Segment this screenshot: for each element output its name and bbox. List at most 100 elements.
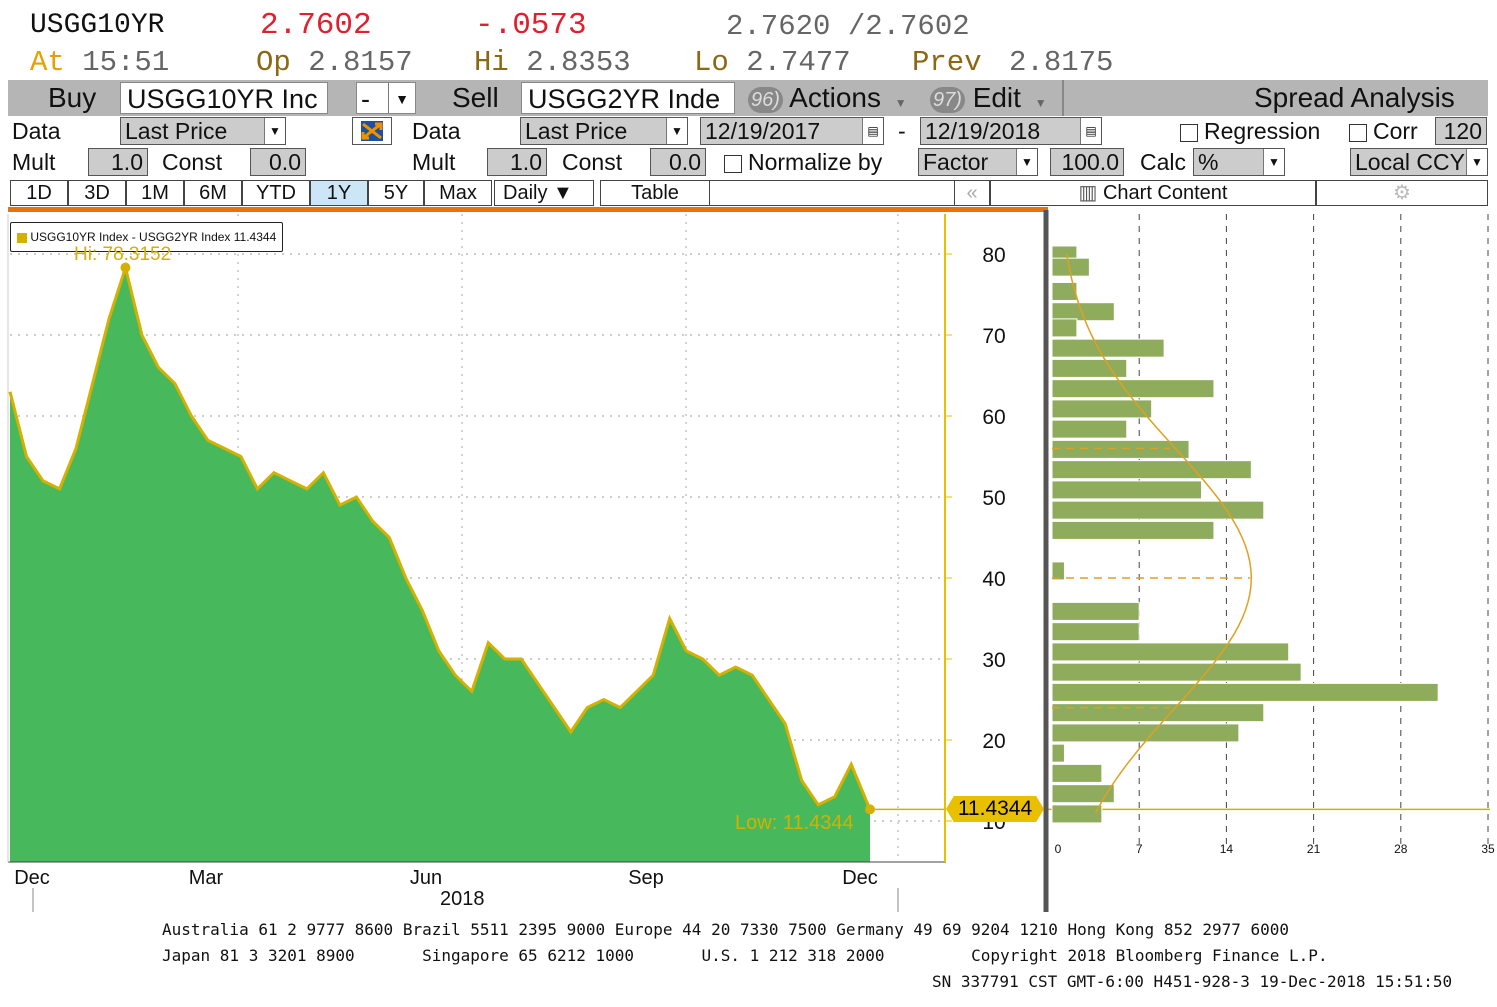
- quote-time: 15:51: [82, 46, 170, 79]
- low-value: 2.7477: [746, 46, 851, 79]
- regression-checkbox[interactable]: Regression: [1180, 117, 1320, 145]
- data1-select[interactable]: Last Price ▼: [120, 117, 286, 145]
- hist-x-tick-label: 28: [1394, 842, 1408, 856]
- corr-window-field[interactable]: 120: [1435, 117, 1487, 145]
- chevron-down-icon: ▼: [1034, 96, 1047, 110]
- actions-menu[interactable]: 96) Actions ▼: [748, 80, 907, 116]
- tab-5y[interactable]: 5Y: [368, 180, 424, 206]
- chevron-down-icon: ▼: [1466, 149, 1487, 175]
- buy-label: Buy: [48, 82, 97, 113]
- currency-select[interactable]: Local CCY ▼: [1350, 148, 1488, 176]
- mult-label-1: Mult: [12, 149, 56, 175]
- const-label-2: Const: [562, 149, 623, 175]
- mult2-field[interactable]: 1.0: [487, 148, 547, 176]
- const2-field[interactable]: 0.0: [650, 148, 706, 176]
- regression-label: Regression: [1204, 118, 1321, 144]
- sell-label: Sell: [452, 82, 499, 113]
- histogram-bar: [1051, 622, 1140, 642]
- chevron-down-icon: ▼: [264, 118, 285, 144]
- x-tick-label: Sep: [628, 867, 664, 889]
- hist-x-tick-label: 7: [1136, 842, 1143, 856]
- y-tick-label: 50: [982, 487, 1005, 510]
- histogram-bar: [1051, 561, 1065, 581]
- calendar-icon[interactable]: ▤: [862, 118, 883, 144]
- open-value: 2.8157: [308, 46, 413, 79]
- swap-icon[interactable]: [352, 117, 392, 145]
- normalize-label: Normalize by: [748, 149, 883, 175]
- edit-number: 97): [930, 86, 965, 113]
- operator-select[interactable]: - ▼: [356, 82, 416, 114]
- y-tick-label: 40: [982, 568, 1005, 591]
- histogram-bar: [1051, 302, 1115, 322]
- hist-x-tick-label: 35: [1481, 842, 1495, 856]
- checkbox-icon: [724, 154, 742, 173]
- y-tick-label: 30: [982, 649, 1005, 672]
- periodicity-select[interactable]: Daily ▼: [494, 180, 594, 206]
- tab-ytd[interactable]: YTD: [242, 180, 310, 206]
- gear-icon[interactable]: ⚙: [1316, 180, 1488, 206]
- histogram-bar: [1051, 318, 1078, 338]
- mult1-field[interactable]: 1.0: [88, 148, 148, 176]
- chart-top-separator: [8, 207, 1048, 212]
- histogram-bar: [1051, 500, 1265, 520]
- prev-label: Prev: [912, 46, 982, 79]
- histogram-bar: [1051, 743, 1065, 763]
- bar-chart-icon: ▥: [1078, 182, 1098, 204]
- normalize-checkbox[interactable]: Normalize by: [724, 148, 882, 176]
- factor-amount-field[interactable]: 100.0: [1050, 148, 1124, 176]
- year-label: 2018: [440, 888, 485, 910]
- y-tick-label: 60: [982, 406, 1005, 429]
- double-chevron-left-icon[interactable]: «: [954, 180, 990, 206]
- end-date: 12/19/2018: [925, 118, 1041, 144]
- const1-field[interactable]: 0.0: [250, 148, 306, 176]
- tab-6m[interactable]: 6M: [184, 180, 242, 206]
- calendar-icon[interactable]: ▤: [1080, 118, 1101, 144]
- high-value: 2.8353: [526, 46, 631, 79]
- factor-select[interactable]: Factor ▼: [918, 148, 1038, 176]
- y-tick-label: 70: [982, 325, 1005, 348]
- x-tick-label: Dec: [842, 867, 878, 889]
- corr-label: Corr: [1373, 118, 1418, 144]
- edit-menu[interactable]: 97) Edit ▼: [930, 80, 1047, 116]
- table-button[interactable]: Table: [600, 180, 710, 206]
- tab-3d[interactable]: 3D: [68, 180, 126, 206]
- histogram-bar: [1051, 682, 1439, 702]
- histogram-bar: [1051, 281, 1078, 301]
- y-tick-label: 20: [982, 730, 1005, 753]
- buy-security-field[interactable]: USGG10YR Inc: [120, 82, 328, 114]
- end-date-field[interactable]: 12/19/2018 ▤: [920, 117, 1102, 145]
- data2-value: Last Price: [525, 118, 628, 144]
- tab-1m[interactable]: 1M: [126, 180, 184, 206]
- sell-security-field[interactable]: USGG2YR Inde: [521, 82, 735, 114]
- calc-select[interactable]: % ▼: [1193, 148, 1285, 176]
- bid-ask: 2.7620 /2.7602: [726, 10, 970, 43]
- footer-session: SN 337791 CST GMT-6:00 H451-928-3 19-Dec…: [932, 972, 1453, 991]
- hist-x-tick-label: 21: [1307, 842, 1321, 856]
- histogram-bar: [1051, 703, 1265, 723]
- histogram-bar: [1051, 784, 1115, 804]
- chevron-down-icon: ▼: [1263, 149, 1284, 175]
- histogram-bar: [1051, 601, 1140, 621]
- chevron-down-icon: ▼: [666, 118, 687, 144]
- actions-label: Actions: [789, 82, 881, 113]
- histogram-bar: [1051, 460, 1252, 480]
- chevron-down-icon: ▼: [388, 83, 415, 113]
- tab-1d[interactable]: 1D: [10, 180, 68, 206]
- histogram-bar: [1051, 439, 1190, 459]
- data2-select[interactable]: Last Price ▼: [520, 117, 688, 145]
- low-annotation: Low: 11.4344: [735, 812, 854, 834]
- chart-legend[interactable]: USGG10YR Index - USGG2YR Index 11.4344: [10, 222, 284, 252]
- operator-value: -: [361, 84, 370, 114]
- last-price: 2.7602: [260, 8, 372, 43]
- chart-content-button[interactable]: ▥ Chart Content: [990, 180, 1316, 206]
- tab-max[interactable]: Max: [424, 180, 492, 206]
- at-label: At: [30, 46, 65, 79]
- calc-label: Calc: [1140, 149, 1187, 175]
- page-title: Spread Analysis: [1254, 82, 1455, 113]
- data-label-1: Data: [12, 118, 61, 144]
- histogram-bar: [1051, 419, 1128, 439]
- corr-checkbox[interactable]: Corr: [1349, 117, 1418, 145]
- start-date-field[interactable]: 12/19/2017 ▤: [700, 117, 884, 145]
- tab-1y[interactable]: 1Y: [310, 180, 368, 206]
